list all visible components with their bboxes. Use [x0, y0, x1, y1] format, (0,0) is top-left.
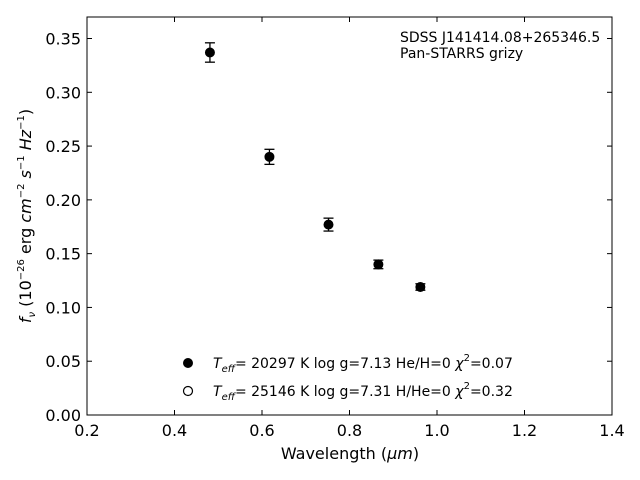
- x-tick-label: 0.8: [337, 421, 362, 440]
- x-axis-label: Wavelength (μm): [281, 444, 419, 463]
- y-tick-label: 0.10: [45, 298, 81, 317]
- legend-marker-open: [182, 385, 194, 397]
- y-tick-label: 0.35: [45, 30, 81, 49]
- data-point: [204, 47, 215, 58]
- y-tick-label: 0.30: [45, 83, 81, 102]
- ticks: 0.2 0.4 0.6 0.8 1.0 1.2 1.4 0.00 0.05 0.10 0.15 0.2…: [45, 17, 625, 440]
- y-tick-label: 0.20: [45, 191, 81, 210]
- data-point: [415, 281, 426, 292]
- x-tick-label: 1.4: [599, 421, 624, 440]
- data-point: [373, 259, 384, 270]
- data-point: [323, 219, 334, 230]
- y-tick-label: 0.05: [45, 352, 81, 371]
- legend-marker-filled: [183, 358, 193, 368]
- x-tick-label: 0.4: [162, 421, 187, 440]
- x-tick-label: 1.0: [424, 421, 449, 440]
- x-tick-label: 0.6: [249, 421, 274, 440]
- y-axis-label: fν (10−26 erg cm−2 s−1 Hz−1): [16, 109, 38, 323]
- legend-entry-1: Teff= 20297 K log g=7.13 He/H=0 χ2=0.07: [213, 353, 513, 375]
- x-tick-label: 1.2: [512, 421, 537, 440]
- annotation-line-1: SDSS J141414.08+265346.5: [400, 30, 600, 46]
- legend-entry-2: Teff= 25146 K log g=7.31 H/He=0 χ2=0.32: [213, 381, 513, 403]
- data-points: [204, 42, 426, 292]
- annotation-line-2: Pan-STARRS grizy: [400, 46, 523, 62]
- data-point: [264, 151, 275, 162]
- y-tick-label: 0.00: [45, 406, 81, 425]
- y-tick-label: 0.25: [45, 137, 81, 156]
- y-tick-label: 0.15: [45, 245, 81, 264]
- x-tick-label: 0.2: [74, 421, 99, 440]
- legend: Teff= 20297 K log g=7.13 He/H=0 χ2=0.07 …: [182, 353, 513, 403]
